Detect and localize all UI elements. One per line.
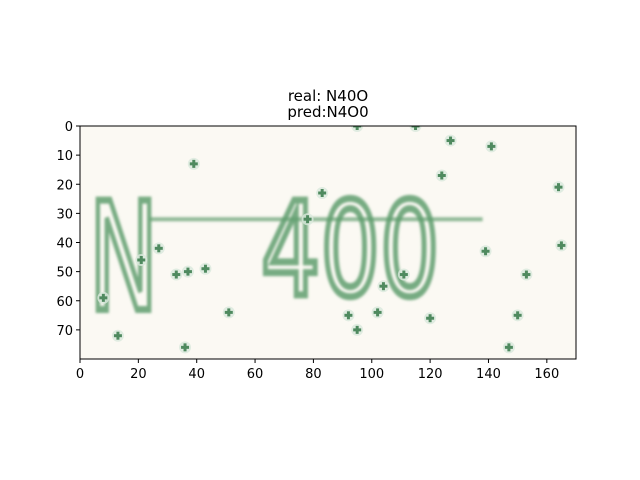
noise-mark <box>152 242 165 255</box>
noise-mark <box>397 268 410 281</box>
noise-mark <box>511 309 524 322</box>
noise-mark <box>351 126 364 132</box>
noise-mark <box>179 341 192 354</box>
noise-mark <box>371 306 384 319</box>
x-tick-label: 100 <box>359 367 384 382</box>
x-tick-label: 160 <box>534 367 559 382</box>
noise-mark <box>520 268 533 281</box>
noise-mark <box>222 306 235 319</box>
noise-mark <box>199 262 212 275</box>
y-tick-label: 40 <box>56 237 73 252</box>
noise-mark <box>301 213 314 226</box>
noise-mark <box>555 239 568 252</box>
noise-mark <box>351 323 364 336</box>
noise-mark <box>444 134 457 147</box>
captcha-ink: N 400 <box>86 169 483 348</box>
x-tick-label: 0 <box>76 367 84 382</box>
image-area <box>80 126 576 359</box>
noise-mark <box>181 265 194 278</box>
noise-mark <box>479 245 492 258</box>
x-tick-label: 120 <box>418 367 443 382</box>
y-tick-label: 70 <box>56 324 73 339</box>
noise-mark <box>424 312 437 325</box>
chart-title-line-1: real: N40O <box>288 87 368 105</box>
noise-mark <box>97 291 110 304</box>
noise-mark <box>135 253 148 266</box>
y-tick-label: 0 <box>65 120 73 135</box>
x-tick-label: 140 <box>476 367 501 382</box>
noise-mark <box>170 268 183 281</box>
x-tick-label: 40 <box>188 367 205 382</box>
y-tick-label: 30 <box>56 207 73 222</box>
noise-mark <box>111 329 124 342</box>
noise-mark <box>377 280 390 293</box>
y-tick-label: 10 <box>56 149 73 164</box>
y-axis: 0 10 20 30 40 50 60 70 <box>56 120 80 339</box>
captcha-char-digits: 400 <box>261 174 440 325</box>
y-tick-label: 50 <box>56 266 73 281</box>
noise-mark <box>485 140 498 153</box>
x-tick-label: 80 <box>305 367 322 382</box>
x-tick-label: 60 <box>247 367 264 382</box>
noise-mark <box>316 186 329 199</box>
noise-mark <box>502 341 515 354</box>
noise-mark <box>409 126 422 132</box>
captcha-image: N 400 <box>86 126 568 354</box>
y-tick-label: 20 <box>56 178 73 193</box>
y-tick-label: 60 <box>56 295 73 310</box>
x-axis: 0 20 40 60 80 100 120 140 160 <box>76 359 559 382</box>
captcha-char-n: N <box>89 171 159 345</box>
noise-mark <box>552 181 565 194</box>
noise-mark <box>342 309 355 322</box>
chart-title-line-2: pred:N4O0 <box>287 103 368 121</box>
x-tick-label: 20 <box>130 367 147 382</box>
noise-mark <box>435 169 448 182</box>
noise-mark <box>187 157 200 170</box>
